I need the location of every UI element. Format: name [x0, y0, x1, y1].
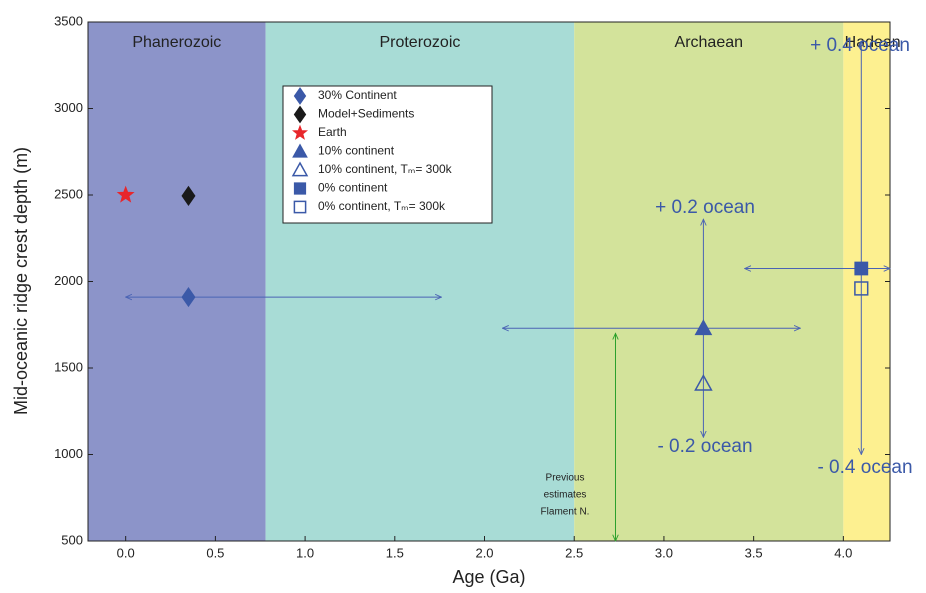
y-tick-label: 3500: [54, 13, 83, 28]
x-tick-label: 2.0: [475, 545, 493, 560]
y-tick-label: 500: [61, 532, 83, 547]
annotation: + 0.4 ocean: [810, 35, 910, 56]
legend: 30% Continent Model+Sediments Earth 10% con…: [282, 85, 493, 224]
marker: [181, 185, 196, 206]
marker: [181, 286, 196, 308]
x-tick-label: 0.5: [206, 545, 224, 560]
marker: [694, 319, 713, 336]
marker: [854, 281, 869, 296]
legend-label: 0% continent, Tₘ= 300k: [318, 199, 446, 213]
marker: [854, 261, 869, 276]
annotation: - 0.2 ocean: [657, 436, 752, 457]
x-axis-label: Age (Ga): [452, 567, 525, 587]
x-tick-label: 3.5: [745, 545, 763, 560]
legend-marker: [291, 161, 309, 177]
era-band: [574, 22, 844, 541]
x-tick-label: 0.0: [117, 545, 135, 560]
y-tick-label: 3000: [54, 100, 83, 115]
legend-label: 30% Continent: [318, 88, 397, 102]
era-label: Phanerozoic: [132, 34, 221, 51]
x-tick-label: 1.5: [386, 545, 404, 560]
reference-label: Previous: [546, 473, 585, 484]
legend-box: [282, 85, 493, 224]
y-tick-label: 2000: [54, 273, 83, 288]
legend-marker: [293, 105, 307, 124]
legend-label: 10% continent, Tₘ= 300k: [318, 162, 453, 176]
reference-label: Flament N.: [541, 507, 590, 518]
legend-marker: [293, 200, 307, 214]
x-tick-label: 1.0: [296, 545, 314, 560]
annotation: + 0.2 ocean: [655, 197, 755, 218]
y-axis-label: Mid-oceanic ridge crest depth (m): [11, 147, 31, 415]
y-tick-label: 2500: [54, 186, 83, 201]
legend-marker: [292, 143, 308, 158]
x-tick-label: 2.5: [565, 545, 583, 560]
reference-label: estimates: [544, 490, 587, 501]
legend-marker: [293, 182, 307, 195]
legend-marker: [293, 87, 307, 105]
legend-label: Model+Sediments: [318, 107, 414, 121]
legend-label: Earth: [318, 125, 347, 139]
era-label: Archaean: [675, 34, 744, 51]
x-tick-label: 4.0: [834, 545, 852, 560]
y-tick-label: 1000: [54, 446, 83, 461]
legend-label: 10% continent: [318, 144, 395, 158]
x-tick-label: 3.0: [655, 545, 673, 560]
era-band: [88, 22, 266, 541]
legend-marker: [291, 124, 309, 140]
legend-label: 0% continent: [318, 181, 388, 195]
era-label: Proterozoic: [379, 34, 460, 51]
annotation: - 0.4 ocean: [817, 457, 912, 478]
y-tick-label: 1500: [54, 359, 83, 374]
marker: [116, 185, 135, 203]
marker: [694, 374, 713, 391]
